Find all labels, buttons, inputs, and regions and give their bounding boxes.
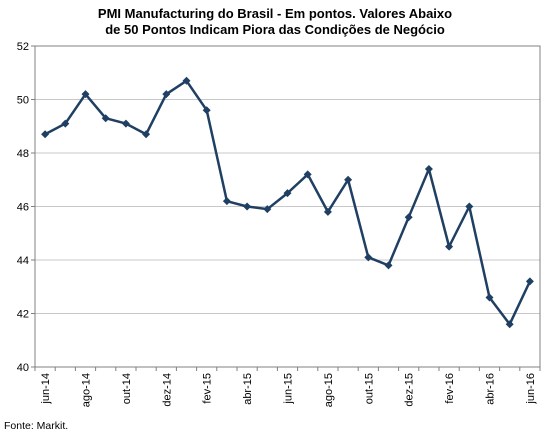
data-point [404,213,413,222]
data-point [81,90,90,99]
x-tick-label: jun-15 [283,373,295,405]
data-point [162,90,171,99]
x-tick-label: ago-15 [323,373,335,407]
data-point [121,119,130,128]
data-point [465,202,474,211]
y-tick-label: 44 [17,255,29,267]
data-point [263,205,272,214]
data-point [142,130,151,139]
x-tick-label: dez-15 [404,373,416,407]
chart-title: PMI Manufacturing do Brasil - Em pontos.… [0,6,550,38]
x-tick-label: jun-16 [525,373,537,405]
data-point [323,207,332,216]
y-tick-label: 48 [17,148,29,160]
data-point [485,293,494,302]
data-point [101,114,110,123]
x-tick-label: jun-14 [40,373,52,405]
data-point [202,106,211,115]
data-point [505,320,514,329]
data-point [41,130,50,139]
x-tick-label: out-14 [121,373,133,404]
y-tick-label: 52 [17,41,29,53]
plot-area-border [34,45,541,368]
data-point [445,242,454,251]
x-tick-label: ago-14 [81,373,93,407]
chart-title-line-2: de 50 Pontos Indicam Piora das Condições… [105,22,445,37]
data-point [303,170,312,179]
data-point [424,165,433,174]
x-tick-label: abr-16 [485,373,497,405]
data-point [243,202,252,211]
y-tick-label: 40 [17,362,29,374]
data-point [182,76,191,85]
data-point [364,253,373,262]
data-point [283,189,292,198]
data-point [384,261,393,270]
x-tick-label: abr-15 [242,373,254,405]
data-point [222,197,231,206]
data-point [61,119,70,128]
data-point [525,277,534,286]
y-tick-label: 46 [17,202,29,214]
x-tick-label: dez-14 [161,373,173,407]
x-tick-label: out-15 [363,373,375,404]
y-tick-label: 42 [17,309,29,321]
series-line [44,79,532,326]
source-note: Fonte: Markit. [4,420,69,432]
y-tick-label: 50 [17,95,29,107]
data-point [344,175,353,184]
x-tick-label: fev-16 [444,373,456,404]
chart-title-line-1: PMI Manufacturing do Brasil - Em pontos.… [97,6,453,21]
x-tick-label: fev-15 [202,373,214,404]
